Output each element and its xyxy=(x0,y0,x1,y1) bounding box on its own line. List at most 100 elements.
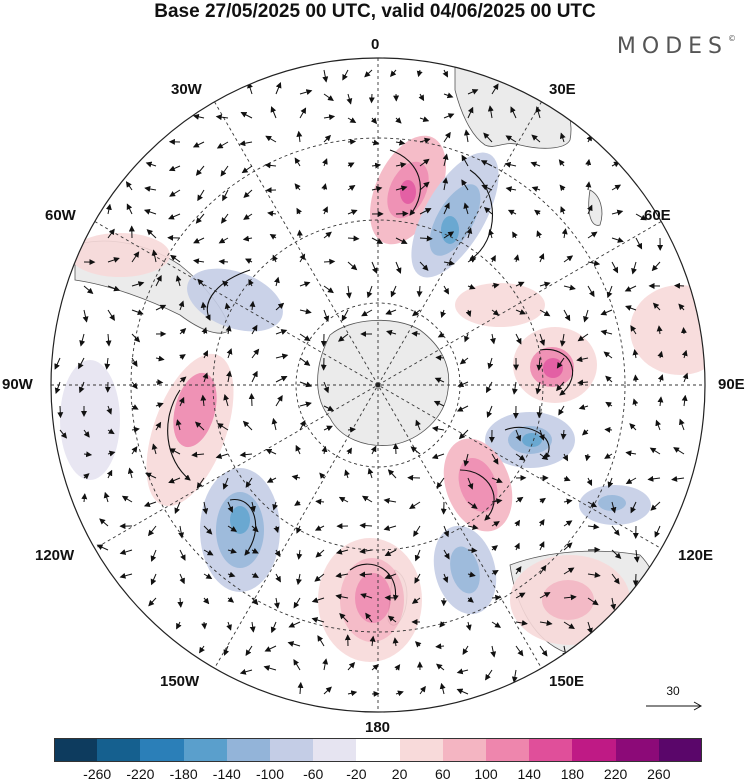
wind-vector xyxy=(78,381,85,394)
wind-vector xyxy=(585,158,592,167)
wind-vector xyxy=(131,446,138,455)
wind-vector xyxy=(179,354,186,360)
wind-vector xyxy=(395,162,407,168)
wind-vector xyxy=(510,106,517,119)
wind-vector xyxy=(632,573,639,587)
wind-vector xyxy=(390,69,397,77)
wind-vector xyxy=(467,477,474,490)
wind-vector xyxy=(104,357,111,370)
wind-vector xyxy=(507,209,517,216)
wind-vector xyxy=(275,573,281,583)
wind-vector xyxy=(365,612,373,623)
wind-vector xyxy=(275,376,288,383)
wind-vector xyxy=(443,131,451,143)
wind-vector xyxy=(272,254,278,263)
wind-vector xyxy=(456,405,469,412)
wind-vector xyxy=(587,621,593,635)
wind-vector xyxy=(169,448,181,455)
wind-vector xyxy=(611,209,624,216)
wind-vector xyxy=(611,573,620,585)
wind-vector xyxy=(467,89,479,95)
wind-vector xyxy=(467,596,474,603)
anomaly-positive xyxy=(173,372,217,448)
wind-vector xyxy=(611,184,622,191)
wind-vector xyxy=(539,564,547,575)
wind-vector xyxy=(679,418,685,431)
anomaly-negative xyxy=(187,268,283,332)
wind-vector xyxy=(611,525,620,536)
wind-vector xyxy=(416,69,423,78)
wind-vector xyxy=(220,165,229,177)
wind-vector xyxy=(539,281,551,288)
wind-vector xyxy=(217,423,229,431)
wind-vector xyxy=(463,202,470,215)
wind-vector xyxy=(150,573,157,586)
wind-vector xyxy=(587,285,595,298)
wind-vector xyxy=(335,593,349,600)
wind-vector xyxy=(57,405,64,419)
wind-vector xyxy=(605,401,613,408)
wind-vector xyxy=(347,661,356,671)
wind-vector xyxy=(242,420,253,431)
wind-vector xyxy=(323,258,336,265)
colorbar-swatch xyxy=(183,738,227,762)
wind-vector xyxy=(558,159,565,167)
wind-vector xyxy=(293,659,301,671)
wind-vector xyxy=(54,381,61,395)
anomaly-negative xyxy=(60,360,120,480)
wind-vector xyxy=(194,421,205,431)
wind-vector xyxy=(491,282,500,289)
wind-vector xyxy=(563,542,573,551)
wind-vector xyxy=(630,501,637,514)
wind-vector xyxy=(338,496,349,503)
wind-vector xyxy=(371,261,378,274)
lon-label-30w: 30W xyxy=(171,81,202,98)
wind-vector xyxy=(193,258,205,265)
wind-vector xyxy=(655,419,661,431)
wind-vector xyxy=(347,138,357,145)
wind-vector xyxy=(431,425,445,432)
wind-vector xyxy=(515,496,524,503)
colorbar-swatch xyxy=(572,738,616,762)
wind-vector xyxy=(435,354,445,361)
wind-vector xyxy=(223,645,230,656)
wind-vector xyxy=(433,400,445,407)
colorbar-swatch xyxy=(486,738,530,762)
wind-vector xyxy=(243,189,253,198)
wind-vector xyxy=(392,637,399,647)
wind-vector xyxy=(251,525,259,533)
wind-vector xyxy=(652,302,661,311)
wind-vector xyxy=(121,495,133,503)
wind-vector xyxy=(414,573,421,584)
wind-vector xyxy=(370,117,378,125)
wind-vector xyxy=(486,405,493,418)
wind-vector xyxy=(465,621,472,631)
wind-vector xyxy=(461,179,469,191)
wind-vector xyxy=(315,498,325,505)
wind-vector xyxy=(323,134,332,143)
wind-vector xyxy=(461,154,469,167)
wind-vector xyxy=(536,405,543,419)
wind-vector xyxy=(177,597,184,608)
anomaly-positive xyxy=(543,358,563,378)
wind-vector xyxy=(82,309,89,323)
wind-vector xyxy=(681,349,688,359)
wind-vector xyxy=(456,688,469,695)
wind-vector xyxy=(458,429,469,440)
wind-vector xyxy=(155,421,162,431)
wind-vector xyxy=(556,357,565,369)
wind-vector xyxy=(323,93,334,101)
wind-vector xyxy=(538,541,545,551)
wind-vector xyxy=(341,309,349,322)
wind-vector xyxy=(587,523,600,530)
wind-vector xyxy=(681,394,688,407)
wind-vector xyxy=(83,473,90,480)
wind-vector xyxy=(200,301,207,311)
wind-vector xyxy=(467,547,478,554)
wind-vector xyxy=(371,664,379,671)
wind-vector xyxy=(440,309,447,318)
wind-vector xyxy=(539,620,553,627)
wind-vector xyxy=(511,669,518,683)
